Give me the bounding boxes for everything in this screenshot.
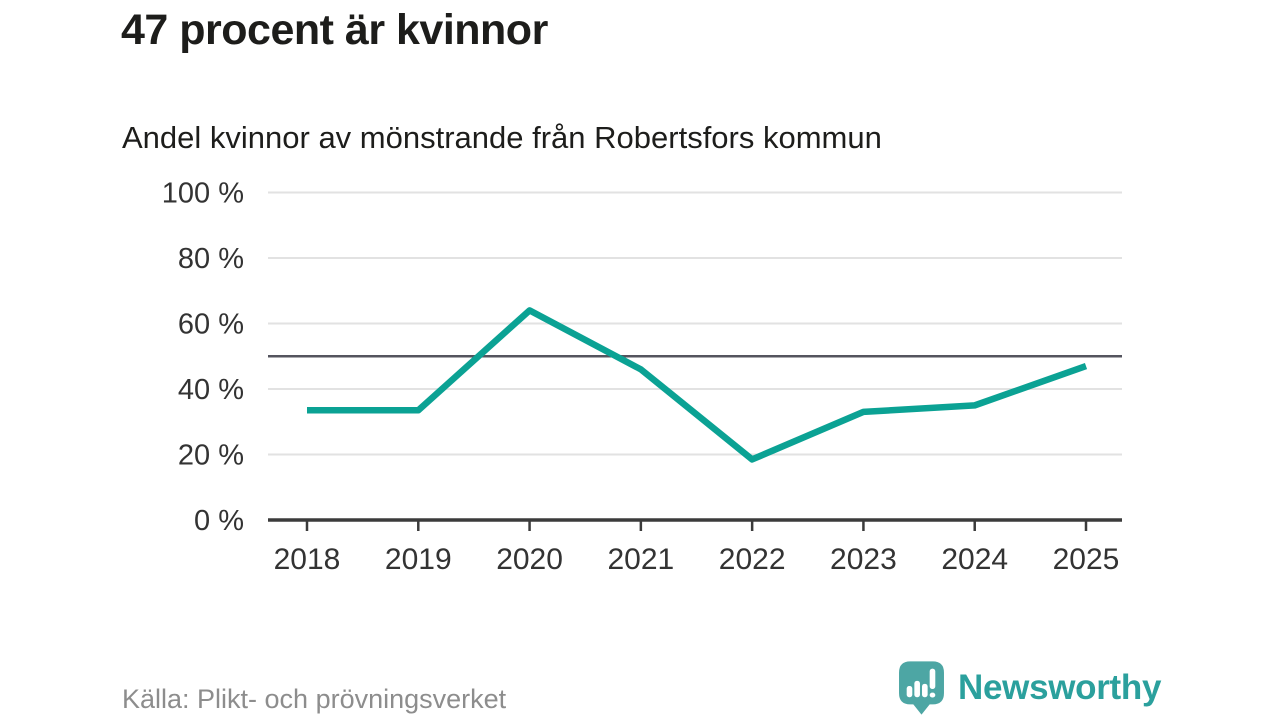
newsworthy-logo-icon [899, 661, 944, 715]
logo-exclamation-dot [929, 692, 936, 698]
x-tick-label: 2025 [1053, 543, 1120, 576]
y-tick-label: 80 % [178, 243, 244, 275]
subtitle: Andel kvinnor av mönstrande från Roberts… [122, 120, 882, 155]
y-tick-label: 100 % [162, 178, 244, 210]
logo-bubble-shape [899, 661, 944, 715]
x-tick-label: 2021 [607, 543, 674, 576]
newsworthy-wordmark: Newsworthy [958, 668, 1162, 707]
y-tick-label: 60 % [178, 309, 244, 341]
logo-bar-medium [922, 683, 928, 698]
newsworthy-logo: Newsworthy [898, 660, 1161, 716]
y-tick-label: 40 % [178, 374, 244, 406]
logo-bar-tall [914, 680, 920, 698]
x-tick-label: 2020 [496, 543, 563, 576]
x-tick-label: 2023 [830, 543, 897, 576]
x-tick-label: 2022 [719, 543, 786, 576]
logo-bar-small [906, 685, 913, 698]
y-tick-label: 20 % [178, 440, 244, 472]
x-tick-label: 2024 [941, 543, 1008, 576]
y-tick-label: 0 % [194, 505, 244, 537]
logo-exclamation-bar [929, 668, 936, 690]
x-tick-label: 2019 [385, 543, 452, 576]
headline: 47 procent är kvinnor [121, 6, 548, 54]
series-line [307, 307, 1088, 463]
x-tick-label: 2018 [274, 543, 341, 576]
source-note: Källa: Plikt- och prövningsverket [122, 684, 507, 714]
